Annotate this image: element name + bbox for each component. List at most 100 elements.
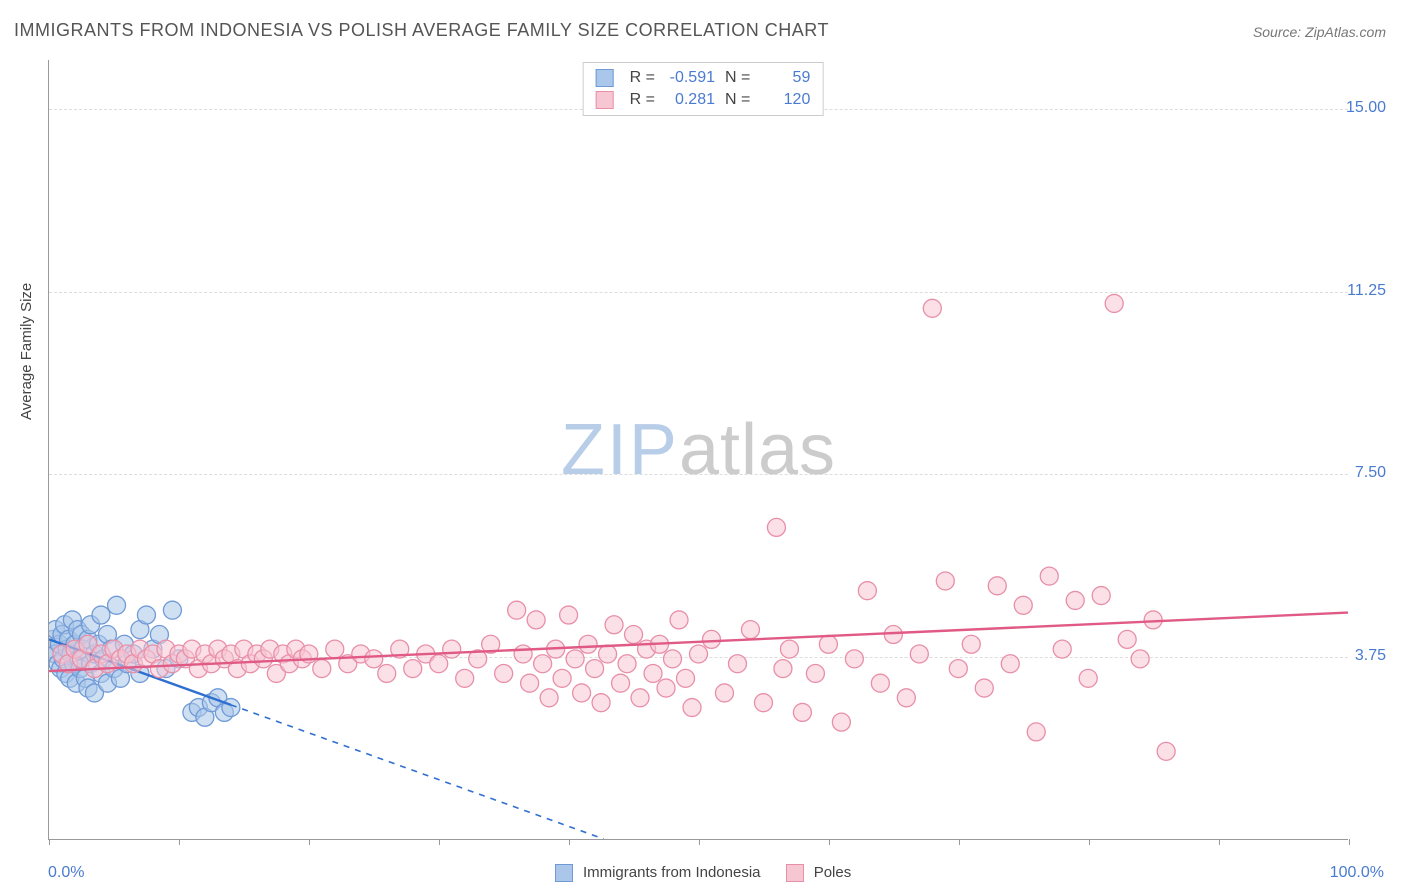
legend-swatch-poles — [596, 91, 614, 109]
data-point — [1066, 591, 1084, 609]
x-legend-swatch-poles — [786, 864, 804, 882]
data-point — [670, 611, 688, 629]
data-point — [754, 694, 772, 712]
data-point — [702, 630, 720, 648]
data-point — [553, 669, 571, 687]
y-tick-label: 3.75 — [1355, 647, 1386, 665]
x-tick — [699, 839, 700, 845]
data-point — [1001, 655, 1019, 673]
data-point — [690, 645, 708, 663]
data-point — [1092, 587, 1110, 605]
data-point — [222, 699, 240, 717]
data-point — [163, 601, 181, 619]
x-legend-label-indonesia: Immigrants from Indonesia — [583, 864, 761, 881]
data-point — [741, 621, 759, 639]
data-point — [540, 689, 558, 707]
data-point — [137, 606, 155, 624]
data-point — [378, 664, 396, 682]
data-point — [910, 645, 928, 663]
data-point — [605, 616, 623, 634]
data-point — [592, 694, 610, 712]
y-tick-label: 7.50 — [1355, 464, 1386, 482]
data-point — [586, 660, 604, 678]
data-point — [1079, 669, 1097, 687]
legend-swatch-indonesia — [596, 69, 614, 87]
r-value-indonesia: -0.591 — [665, 69, 715, 87]
x-tick — [309, 839, 310, 845]
data-point — [527, 611, 545, 629]
data-point — [579, 635, 597, 653]
x-tick — [829, 839, 830, 845]
x-legend-swatch-indonesia — [555, 864, 573, 882]
x-tick — [179, 839, 180, 845]
x-axis-legend: Immigrants from Indonesia Poles — [0, 864, 1406, 882]
data-point — [793, 703, 811, 721]
data-point — [819, 635, 837, 653]
data-point — [923, 299, 941, 317]
y-tick-label: 15.00 — [1346, 99, 1386, 117]
data-point — [897, 689, 915, 707]
data-point — [715, 684, 733, 702]
data-point — [443, 640, 461, 658]
data-point — [514, 645, 532, 663]
source-attribution: Source: ZipAtlas.com — [1253, 24, 1386, 40]
data-point — [566, 650, 584, 668]
data-point — [1053, 640, 1071, 658]
x-tick — [1219, 839, 1220, 845]
data-point — [404, 660, 422, 678]
data-point — [728, 655, 746, 673]
legend-row-poles: R = 0.281 N = 120 — [596, 89, 811, 111]
data-point — [1027, 723, 1045, 741]
data-point — [657, 679, 675, 697]
r-label: R = — [630, 91, 655, 109]
trend-line-dashed — [231, 705, 604, 839]
data-point — [495, 664, 513, 682]
x-tick — [959, 839, 960, 845]
x-tick — [569, 839, 570, 845]
n-value-poles: 120 — [760, 91, 810, 109]
data-point — [313, 660, 331, 678]
data-point — [774, 660, 792, 678]
data-point — [1105, 294, 1123, 312]
data-point — [780, 640, 798, 658]
data-point — [832, 713, 850, 731]
x-tick — [1349, 839, 1350, 845]
data-point — [618, 655, 636, 673]
data-point — [599, 645, 617, 663]
correlation-legend: R = -0.591 N = 59 R = 0.281 N = 120 — [583, 62, 824, 116]
n-label: N = — [725, 91, 750, 109]
data-point — [365, 650, 383, 668]
data-point — [430, 655, 448, 673]
data-point — [1118, 630, 1136, 648]
data-point — [108, 596, 126, 614]
data-point — [767, 518, 785, 536]
x-tick — [1089, 839, 1090, 845]
data-point — [677, 669, 695, 687]
x-tick — [439, 839, 440, 845]
r-value-poles: 0.281 — [665, 91, 715, 109]
data-point — [858, 582, 876, 600]
data-point — [625, 626, 643, 644]
data-point — [1014, 596, 1032, 614]
data-point — [988, 577, 1006, 595]
data-point — [456, 669, 474, 687]
data-point — [664, 650, 682, 668]
data-point — [871, 674, 889, 692]
data-point — [975, 679, 993, 697]
data-point — [508, 601, 526, 619]
data-point — [92, 606, 110, 624]
plot-area: ZIPatlas — [48, 60, 1348, 840]
y-axis-label: Average Family Size — [18, 283, 35, 420]
data-point — [1157, 742, 1175, 760]
data-point — [1131, 650, 1149, 668]
n-label: N = — [725, 69, 750, 87]
data-point — [573, 684, 591, 702]
legend-row-indonesia: R = -0.591 N = 59 — [596, 67, 811, 89]
data-point — [631, 689, 649, 707]
data-point — [534, 655, 552, 673]
data-point — [845, 650, 863, 668]
chart-canvas — [49, 60, 1348, 839]
r-label: R = — [630, 69, 655, 87]
y-tick-label: 11.25 — [1347, 282, 1386, 300]
data-point — [1040, 567, 1058, 585]
